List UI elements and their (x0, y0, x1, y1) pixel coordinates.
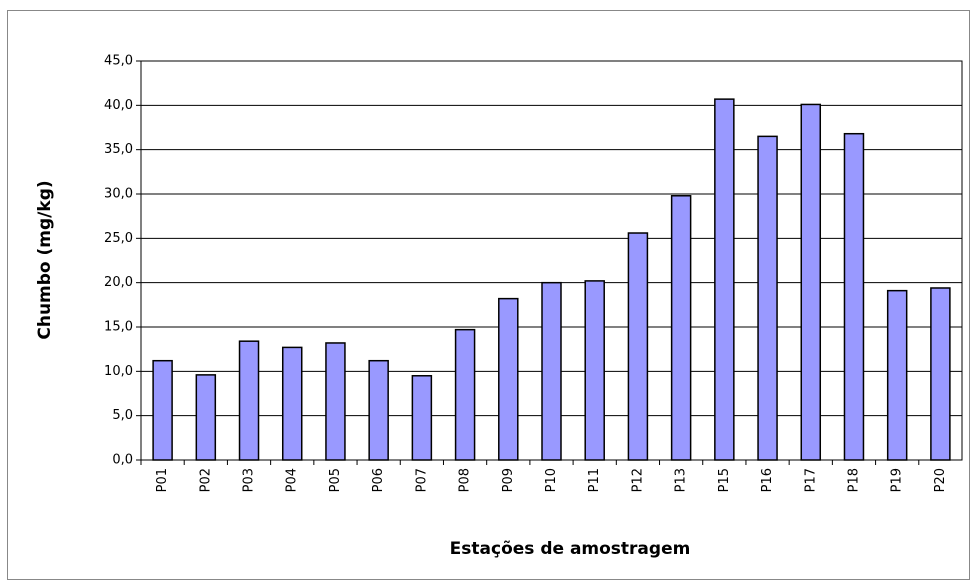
x-tick-label: P13 (674, 468, 689, 492)
y-tick-label: 40,0 (104, 98, 133, 113)
x-tick-label: P17 (803, 468, 818, 492)
x-tick-label: P16 (760, 468, 775, 492)
bar (930, 287, 951, 461)
y-tick-label: 15,0 (104, 320, 133, 335)
y-tick-label: 20,0 (104, 275, 133, 290)
bar (714, 98, 735, 461)
bar (843, 132, 865, 461)
bar (498, 297, 519, 461)
x-tick-label: P03 (242, 468, 257, 492)
x-tick-label: P05 (328, 468, 343, 492)
bar (368, 359, 389, 461)
bar (886, 289, 908, 461)
x-tick-label: P07 (414, 468, 429, 492)
x-axis-title: Estações de amostragem (450, 539, 691, 559)
y-tick-label: 30,0 (104, 187, 133, 202)
y-tick-label: 45,0 (104, 54, 133, 69)
x-tick-label: P06 (371, 468, 386, 492)
bar (454, 328, 476, 461)
x-tick-label: P08 (458, 468, 473, 492)
y-tick-label: 35,0 (104, 142, 133, 157)
x-tick-label: P11 (587, 468, 602, 492)
y-tick-label: 10,0 (104, 364, 133, 379)
bar (238, 340, 260, 461)
y-tick-label: 25,0 (104, 231, 133, 246)
bar (325, 342, 346, 461)
x-tick-label: P15 (717, 468, 732, 492)
x-tick-label: P09 (501, 468, 516, 492)
bar (152, 359, 173, 461)
x-tick-label: P20 (933, 468, 948, 492)
y-axis-title: Chumbo (mg/kg) (35, 180, 55, 339)
x-tick-label: P02 (198, 468, 213, 492)
x-tick-label: P19 (890, 468, 905, 492)
bar (584, 280, 605, 461)
y-tick-label: 0,0 (112, 453, 133, 468)
bar (195, 374, 217, 461)
bar (281, 346, 303, 461)
bar (757, 135, 778, 461)
x-tick-label: P12 (630, 468, 645, 492)
x-tick-label: P04 (285, 468, 300, 492)
bar (411, 375, 433, 461)
x-tick-label: P10 (544, 468, 559, 492)
bar (627, 232, 649, 461)
bar (670, 195, 692, 461)
x-tick-label: P01 (155, 468, 170, 492)
y-tick-label: 5,0 (112, 408, 133, 423)
bar (541, 281, 562, 461)
x-tick-label: P18 (846, 468, 861, 492)
bar (800, 103, 822, 461)
